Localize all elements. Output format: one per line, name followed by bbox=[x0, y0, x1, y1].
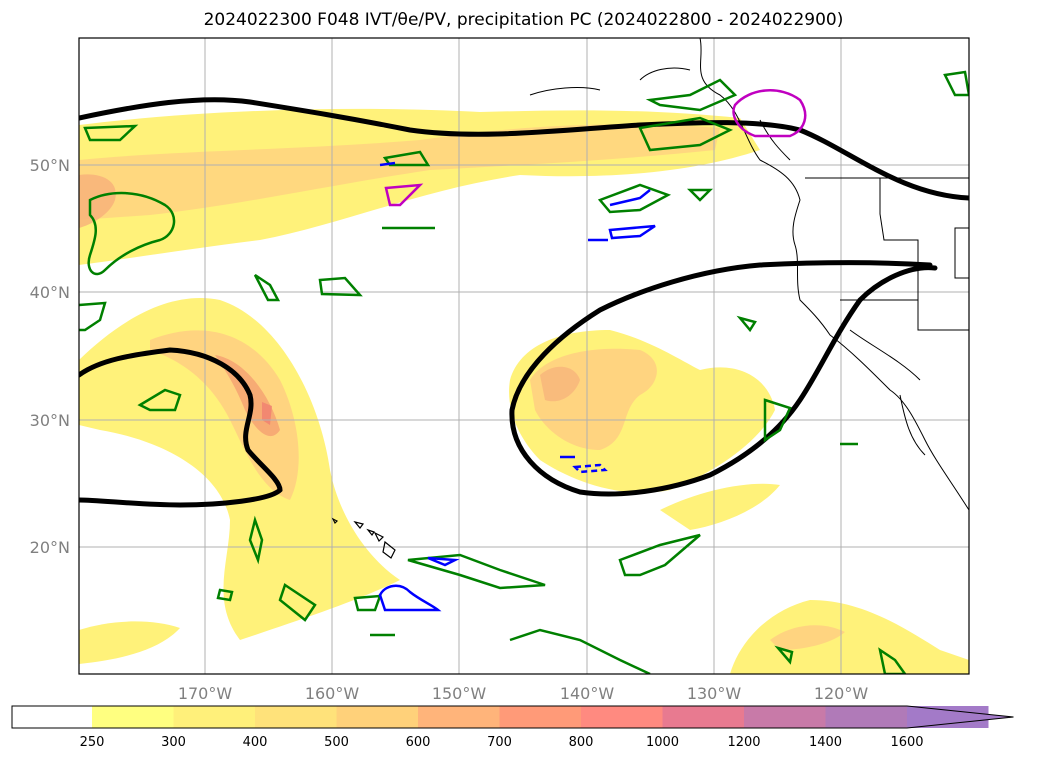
lon-labels: 170°W 160°W 150°W 140°W 130°W 120°W bbox=[178, 684, 869, 703]
colorbar-tick-label: 1600 bbox=[890, 735, 923, 750]
pv-contours bbox=[79, 70, 969, 674]
ivt-plume-west bbox=[79, 298, 400, 640]
colorbar-segment bbox=[499, 706, 581, 728]
ivt-central-core bbox=[540, 366, 580, 402]
lon-label-120w: 120°W bbox=[814, 684, 869, 703]
colorbar-segment bbox=[825, 706, 907, 728]
colorbar-segment bbox=[744, 706, 826, 728]
ivt-core-northwest bbox=[79, 174, 116, 228]
lon-label-170w: 170°W bbox=[178, 684, 233, 703]
graticule bbox=[79, 38, 969, 674]
colorbar-tick-label: 250 bbox=[80, 735, 105, 750]
colorbar-outline bbox=[11, 705, 1014, 729]
lat-label-50n: 50°N bbox=[30, 156, 70, 175]
colorbar-segment bbox=[662, 706, 744, 728]
lon-label-150w: 150°W bbox=[432, 684, 487, 703]
lat-labels: 50°N 40°N 30°N 20°N bbox=[30, 156, 70, 557]
colorbar-segment bbox=[255, 706, 337, 728]
colorbar-segment bbox=[173, 706, 255, 728]
lon-label-160w: 160°W bbox=[305, 684, 360, 703]
colorbar-segment bbox=[12, 706, 92, 728]
colorbar-tick-label: 1000 bbox=[646, 735, 679, 750]
colorbar-tick-label: 600 bbox=[406, 735, 431, 750]
colorbar-tick-labels: 250 300 400 500 600 700 800 1000 1200 1400 1600 bbox=[80, 735, 924, 750]
hawaii-islands bbox=[331, 517, 396, 559]
coastline-north-america bbox=[529, 38, 969, 511]
colorbar-segment bbox=[418, 706, 500, 728]
lat-label-40n: 40°N bbox=[30, 283, 70, 302]
ivt-southeast-mid bbox=[770, 625, 845, 650]
colorbar-tick-label: 500 bbox=[324, 735, 349, 750]
ivt-southwest-bottom bbox=[79, 621, 180, 664]
colorbar-tick-label: 800 bbox=[569, 735, 594, 750]
map-frame bbox=[78, 37, 970, 675]
precip-blue-contours bbox=[378, 161, 656, 612]
precip-magenta-contours bbox=[384, 89, 807, 207]
map-title: 2024022300 F048 IVT/θe/PV, precipitation… bbox=[203, 10, 844, 30]
colorbar-tick-label: 300 bbox=[161, 735, 186, 750]
ivt-band-north-mid bbox=[79, 124, 720, 220]
lon-label-130w: 130°W bbox=[687, 684, 742, 703]
lon-label-140w: 140°W bbox=[560, 684, 615, 703]
ivt-plume-west-max bbox=[262, 402, 272, 425]
colorbar-tick-label: 400 bbox=[243, 735, 268, 750]
colorbar-extend-arrow bbox=[907, 706, 1014, 728]
colorbar bbox=[11, 705, 1014, 729]
lat-label-30n: 30°N bbox=[30, 411, 70, 430]
colorbar-segment bbox=[581, 706, 663, 728]
theta-e-contours bbox=[79, 97, 969, 508]
colorbar-tick-label: 700 bbox=[487, 735, 512, 750]
ivt-south-small bbox=[660, 483, 780, 530]
ivt-plume-west-mid bbox=[150, 330, 299, 500]
colorbar-tick-label: 1200 bbox=[727, 735, 760, 750]
lat-label-20n: 20°N bbox=[30, 538, 70, 557]
colorbar-segment bbox=[92, 706, 174, 728]
ivt-southeast bbox=[730, 600, 969, 674]
colorbar-tick-label: 1400 bbox=[809, 735, 842, 750]
colorbar-segment bbox=[336, 706, 418, 728]
